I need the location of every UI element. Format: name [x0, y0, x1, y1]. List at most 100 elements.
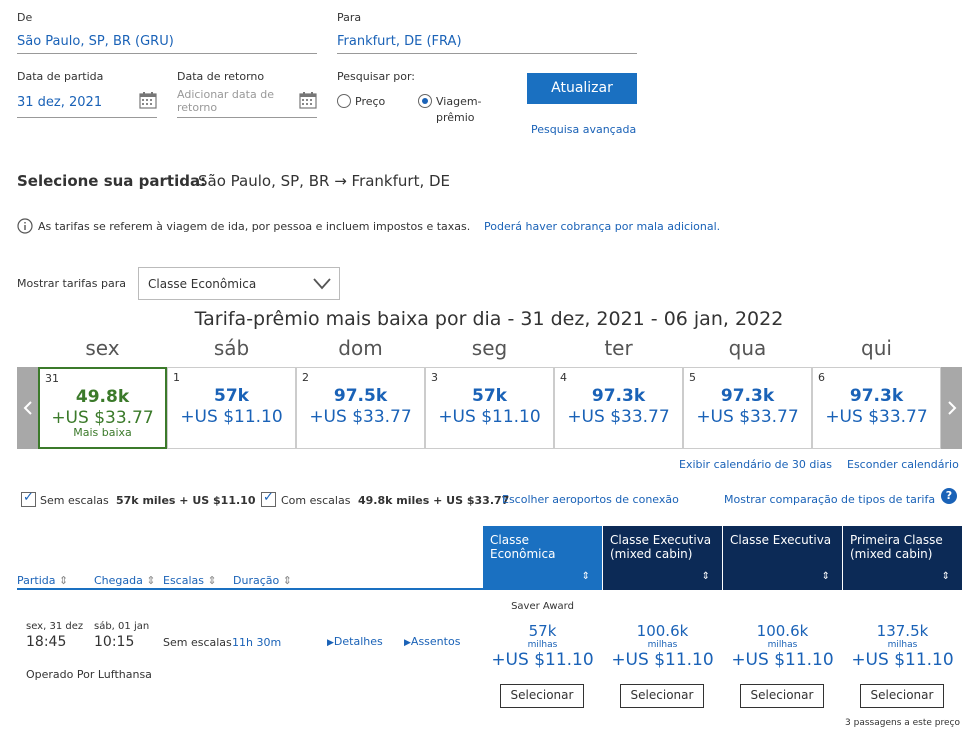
details-link[interactable]: ▶Detalhes [327, 635, 383, 648]
table-header-divider [17, 588, 483, 590]
select-first-mixed-button[interactable]: Selecionar [860, 684, 944, 708]
duration-text: 11h 30m [232, 636, 282, 649]
day-miles: 57k [214, 386, 249, 406]
nonstop-checkbox[interactable] [21, 490, 36, 507]
return-date-field[interactable]: Adicionar data de retorno [177, 88, 317, 118]
update-button[interactable]: Atualizar [527, 73, 637, 104]
calendar-next-button[interactable] [941, 367, 962, 449]
day-name: sáb [213, 336, 250, 360]
sort-icon: ⇕ [55, 574, 69, 587]
nonstop-label: Sem escalas [40, 494, 109, 507]
day-name: qua [728, 336, 767, 360]
to-field[interactable]: Frankfurt, DE (FRA) [337, 34, 637, 54]
fare-unit: milhas [887, 640, 918, 650]
hide-calendar-link[interactable]: Esconder calendário [847, 458, 959, 471]
compare-fare-types-link[interactable]: Mostrar comparação de tipos de tarifa [724, 493, 936, 506]
fare-price: +US $11.10 [851, 650, 954, 670]
sort-escalas[interactable]: Escalas ⇕ [163, 569, 217, 588]
calendar-day-cell[interactable]: 5 97.3k +US $33.77 [683, 367, 812, 449]
calendar-day-cell[interactable]: 6 97.3k +US $33.77 [812, 367, 941, 449]
chevron-left-icon [23, 401, 32, 415]
day-miles: 97.3k [849, 386, 904, 406]
col-business-mixed[interactable]: Classe Executiva (mixed cabin) ⇕ [603, 526, 722, 590]
day-miles: 97.3k [720, 386, 775, 406]
price-radio[interactable] [337, 94, 351, 108]
fare-cell-business: 100.6k milhas +US $11.10 [723, 622, 842, 670]
caret-right-icon: ▶ [327, 638, 334, 648]
col-title: Classe Executiva [730, 533, 832, 547]
connecting-label: Com escalas [281, 494, 351, 507]
depart-date-label: Data de partida [17, 70, 104, 83]
fare-price: +US $11.10 [611, 650, 714, 670]
calendar-day-cell[interactable]: 2 97.5k +US $33.77 [296, 367, 425, 449]
fare-class-select[interactable]: Classe Econômica [138, 267, 340, 300]
fare-price: +US $11.10 [491, 650, 594, 670]
show-fares-label: Mostrar tarifas para [17, 277, 127, 290]
sort-icon: ⇕ [821, 571, 830, 582]
calendar-icon[interactable] [139, 91, 157, 109]
calendar-icon[interactable] [299, 91, 317, 109]
calendar-day-cell[interactable]: 3 57k +US $11.10 [425, 367, 554, 449]
calendar-day-cell[interactable]: 4 97.3k +US $33.77 [554, 367, 683, 449]
from-field[interactable]: São Paulo, SP, BR (GRU) [17, 34, 317, 54]
caret-right-icon: ▶ [404, 638, 411, 648]
day-miles: 97.5k [333, 386, 388, 406]
col-subtitle: (mixed cabin) [850, 547, 933, 561]
col-first-mixed[interactable]: Primeira Classe (mixed cabin) ⇕ [843, 526, 962, 590]
saver-award-label: Saver Award [511, 601, 574, 612]
day-price: +US $33.77 [696, 407, 799, 427]
day-number: 3 [431, 371, 438, 384]
fare-unit: milhas [527, 640, 558, 650]
calendar-day-cell[interactable]: 1 57k +US $11.10 [167, 367, 296, 449]
sort-icon: ⇕ [142, 574, 156, 587]
help-icon[interactable]: ? [941, 488, 957, 504]
search-by-label: Pesquisar por: [337, 70, 415, 83]
sort-icon: ⇕ [941, 571, 950, 582]
col-business[interactable]: Classe Executiva ⇕ [723, 526, 842, 590]
select-economy-button[interactable]: Selecionar [500, 684, 584, 708]
departure-date: sex, 31 dez [26, 621, 84, 632]
select-business-button[interactable]: Selecionar [740, 684, 824, 708]
arrival-date: sáb, 01 jan [94, 621, 150, 632]
fare-miles: 57k [528, 622, 557, 640]
choose-airports-link[interactable]: Escolher aeroportos de conexão [502, 493, 679, 506]
sort-icon: ⇕ [279, 574, 292, 587]
chevron-down-icon [313, 278, 331, 290]
seats-left-note: 3 passagens a este preço [845, 718, 960, 728]
sort-icon: ⇕ [581, 571, 590, 582]
award-radio-label-2: prêmio [436, 111, 475, 124]
sort-label: Escalas [163, 574, 204, 587]
info-icon [17, 218, 33, 234]
day-number: 1 [173, 371, 180, 384]
col-title: Classe Econômica [490, 533, 556, 561]
col-subtitle: (mixed cabin) [610, 547, 693, 561]
show-30-day-calendar-link[interactable]: Exibir calendário de 30 dias [679, 458, 832, 471]
sort-chegada[interactable]: Chegada ⇕ [94, 569, 156, 588]
sort-label: Chegada [94, 574, 143, 587]
day-name: dom [338, 336, 383, 360]
calendar-prev-button[interactable] [17, 367, 38, 449]
depart-date-field[interactable]: 31 dez, 2021 [17, 88, 157, 118]
select-business-mixed-button[interactable]: Selecionar [620, 684, 704, 708]
day-miles: 49.8k [75, 387, 130, 407]
fare-unit: milhas [767, 640, 798, 650]
advanced-search-link[interactable]: Pesquisa avançada [531, 123, 637, 136]
day-price: +US $11.10 [438, 407, 541, 427]
fare-class-value: Classe Econômica [148, 277, 257, 291]
to-label: Para [337, 11, 362, 24]
calendar-day-cell[interactable]: 31 49.8k +US $33.77 Mais baixa [38, 367, 167, 449]
depart-date-value: 31 dez, 2021 [17, 95, 103, 110]
operated-by: Operado Por Lufthansa [26, 668, 152, 681]
col-economy[interactable]: Classe Econômica ⇕ [483, 526, 602, 590]
fare-cell-business-mixed: 100.6k milhas +US $11.10 [603, 622, 722, 670]
notice-text: As tarifas se referem à viagem de ida, p… [38, 220, 471, 233]
sort-partida[interactable]: Partida ⇕ [17, 569, 68, 588]
baggage-link[interactable]: Poderá haver cobrança por mala adicional… [484, 220, 721, 233]
seats-link[interactable]: ▶Assentos [404, 635, 460, 648]
chevron-right-icon [947, 401, 956, 415]
connecting-checkbox[interactable] [261, 490, 276, 507]
award-radio[interactable] [418, 94, 432, 108]
day-number: 2 [302, 371, 309, 384]
connecting-value: 49.8k miles + US $33.77 [358, 494, 510, 507]
sort-duracao[interactable]: Duração ⇕ [233, 569, 292, 588]
